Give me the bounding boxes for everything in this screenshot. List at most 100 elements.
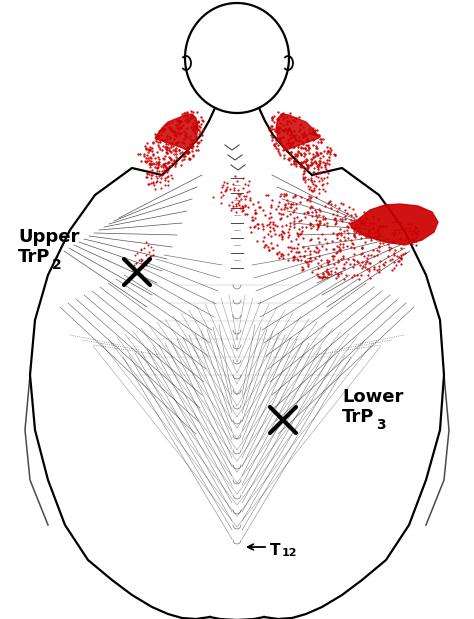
Point [312, 171, 319, 181]
Point [278, 125, 286, 135]
Point [308, 212, 316, 222]
Point [375, 230, 383, 240]
Point [394, 256, 402, 266]
Point [240, 191, 247, 201]
Point [301, 129, 308, 139]
Point [185, 116, 193, 126]
Point [164, 158, 171, 168]
Point [254, 236, 261, 246]
Point [351, 229, 358, 239]
Point [143, 168, 151, 178]
Point [347, 235, 355, 245]
Point [356, 213, 364, 223]
Point [379, 222, 386, 232]
Point [233, 176, 240, 186]
Point [265, 219, 273, 228]
Point [250, 199, 257, 209]
Point [161, 167, 168, 177]
Point [397, 223, 404, 233]
Point [177, 123, 185, 133]
Point [358, 241, 365, 251]
Point [137, 244, 145, 254]
Point [391, 257, 398, 267]
Point [241, 201, 248, 210]
Point [306, 160, 314, 170]
Point [412, 223, 419, 233]
Point [161, 119, 169, 129]
Point [335, 203, 343, 213]
Point [149, 149, 156, 159]
Point [371, 227, 379, 237]
Point [264, 191, 272, 201]
Point [352, 227, 360, 236]
Point [304, 209, 311, 219]
Point [264, 229, 272, 239]
Point [297, 162, 304, 172]
Point [148, 144, 156, 154]
Point [134, 149, 142, 159]
Point [334, 269, 342, 279]
Point [342, 257, 349, 267]
Point [304, 160, 311, 170]
Point [361, 262, 368, 272]
Point [301, 143, 309, 153]
Point [353, 220, 360, 230]
Point [238, 203, 246, 213]
Point [310, 157, 318, 167]
Point [303, 257, 311, 267]
Point [238, 201, 246, 211]
Point [277, 111, 285, 121]
Point [290, 156, 297, 166]
Point [263, 240, 270, 249]
Point [223, 178, 231, 188]
Point [291, 243, 298, 253]
Point [283, 196, 291, 206]
Point [295, 112, 302, 122]
Point [292, 154, 300, 164]
Point [159, 153, 167, 163]
Point [283, 126, 291, 136]
Point [291, 251, 298, 261]
Point [145, 247, 152, 257]
Point [356, 227, 364, 236]
Point [299, 137, 306, 147]
Point [304, 162, 311, 171]
Point [315, 251, 322, 261]
Point [173, 115, 181, 124]
Point [283, 145, 291, 155]
Point [323, 148, 330, 158]
Point [296, 229, 304, 239]
Point [349, 262, 356, 272]
Point [286, 138, 293, 148]
Point [302, 131, 310, 141]
Point [294, 231, 301, 241]
Point [316, 237, 323, 247]
Point [259, 224, 267, 234]
Point [314, 222, 322, 232]
Point [137, 245, 145, 254]
Point [316, 206, 324, 216]
Point [331, 150, 338, 160]
Point [245, 202, 252, 212]
Point [167, 154, 175, 164]
Point [182, 151, 189, 161]
Point [160, 124, 168, 134]
Point [173, 149, 180, 158]
Point [302, 136, 310, 145]
Point [280, 126, 288, 136]
Point [317, 134, 325, 144]
Point [150, 159, 157, 169]
Point [350, 259, 358, 269]
Point [350, 271, 357, 280]
Point [313, 125, 321, 135]
Point [246, 193, 254, 203]
Point [299, 264, 306, 274]
Point [361, 236, 369, 246]
Point [313, 148, 320, 158]
Point [280, 113, 288, 123]
Point [356, 222, 363, 232]
Point [284, 154, 292, 164]
Point [270, 243, 277, 253]
Point [281, 202, 289, 212]
Point [242, 191, 250, 201]
